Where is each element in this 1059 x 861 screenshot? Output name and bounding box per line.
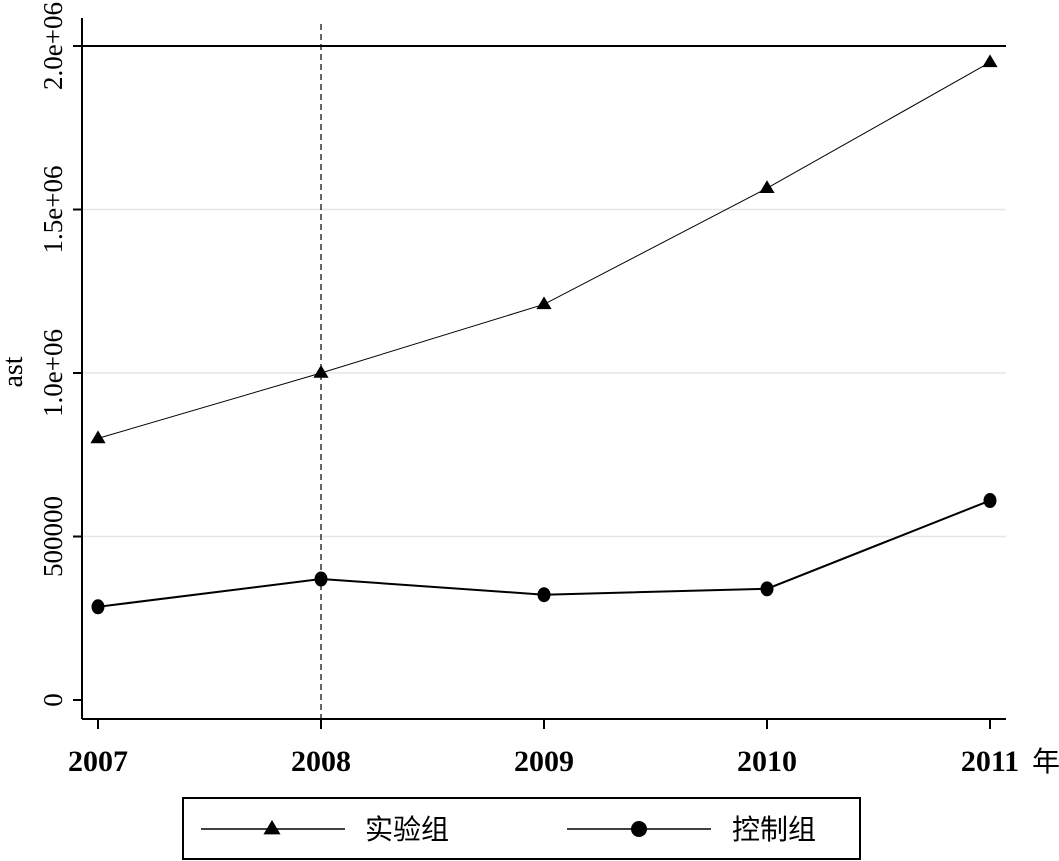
reference-lines <box>82 24 1006 719</box>
legend-item: 控制组 <box>567 813 816 846</box>
x-tick-label: 2011 <box>961 745 1019 778</box>
legend-box <box>182 797 861 860</box>
series-layer <box>90 54 998 615</box>
data-point <box>982 54 998 68</box>
axes: 0 500000 1.0e+06 1.5e+06 2.0e+06 ast 2007 2008 2… <box>0 2 1059 778</box>
legend-label: 实验组 <box>365 813 449 846</box>
x-tick-label: 2010 <box>737 745 797 778</box>
data-point <box>313 365 329 378</box>
y-tick-label: 500000 <box>38 496 68 577</box>
x-axis-unit: 年 <box>1032 745 1059 778</box>
legend: 实验组 控制组 <box>182 797 861 860</box>
x-tick-label: 2009 <box>514 745 574 778</box>
series-control <box>91 493 997 615</box>
legend-marker-circle <box>631 821 647 837</box>
x-tick-label: 2007 <box>68 745 128 778</box>
data-point <box>983 493 997 509</box>
series-treatment <box>90 54 998 444</box>
legend-item: 实验组 <box>201 813 449 846</box>
y-axis-title: ast <box>0 356 29 387</box>
y-tick-label: 1.0e+06 <box>38 329 68 417</box>
data-point <box>91 599 105 615</box>
data-point <box>537 587 551 603</box>
legend-label: 控制组 <box>732 813 816 846</box>
data-point <box>760 581 774 597</box>
y-tick-label: 1.5e+06 <box>38 166 68 254</box>
y-tick-label: 0 <box>38 693 68 707</box>
y-tick-label: 2.0e+06 <box>38 2 68 90</box>
data-point <box>536 296 552 310</box>
grid-lines <box>82 208 1006 538</box>
data-point <box>759 180 775 194</box>
x-tick-label: 2008 <box>291 745 351 778</box>
data-point <box>90 430 106 444</box>
data-point <box>314 571 328 587</box>
series-line <box>97 61 991 439</box>
legend-marker-triangle <box>263 820 281 835</box>
